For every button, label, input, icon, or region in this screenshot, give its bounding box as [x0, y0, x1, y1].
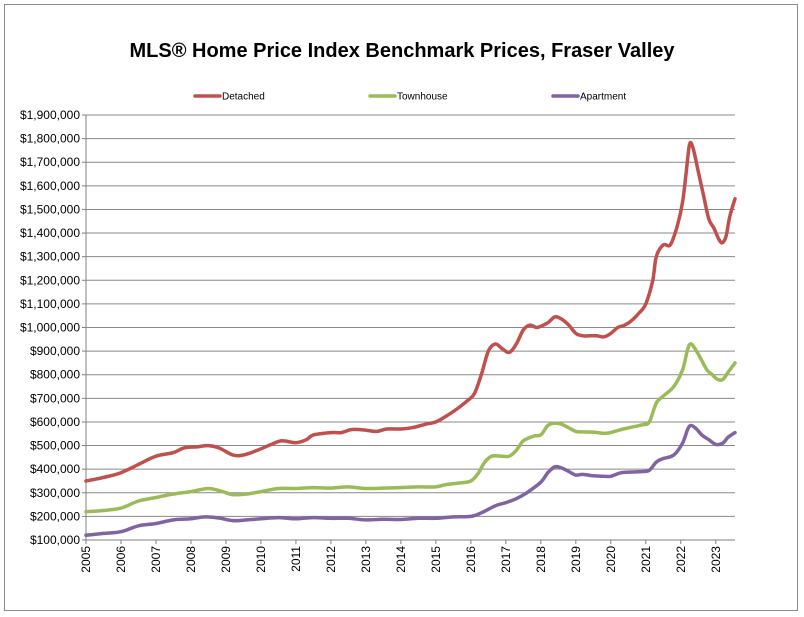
legend-label-townhouse: Townhouse	[397, 92, 448, 103]
y-tick-label: $100,000	[30, 533, 80, 547]
x-tick-label: 2014	[394, 546, 408, 573]
y-tick-label: $1,800,000	[20, 132, 80, 146]
x-tick-label: 2010	[254, 546, 268, 573]
y-tick-label: $1,700,000	[20, 155, 80, 169]
y-tick-label: $700,000	[30, 391, 80, 405]
y-tick-label: $600,000	[30, 415, 80, 429]
x-tick-label: 2017	[499, 546, 513, 573]
y-tick-label: $800,000	[30, 368, 80, 382]
x-tick-label: 2022	[674, 546, 688, 573]
y-tick-label: $500,000	[30, 439, 80, 453]
series-line-detached	[84, 140, 737, 483]
x-tick-label: 2015	[429, 546, 443, 573]
y-tick-label: $1,300,000	[20, 250, 80, 264]
x-tick-label: 2007	[149, 546, 163, 573]
axes	[85, 115, 735, 544]
series-line-townhouse	[84, 342, 737, 514]
y-tick-label: $1,200,000	[20, 273, 80, 287]
y-tick-label: $1,900,000	[20, 108, 80, 122]
y-tick-label: $1,100,000	[20, 297, 80, 311]
x-tick-label: 2011	[289, 546, 303, 572]
x-tick-label: 2018	[534, 546, 548, 573]
legend: Detached Townhouse Apartment	[193, 92, 626, 103]
x-tick-label: 2008	[184, 546, 198, 573]
y-tick-label: $400,000	[30, 462, 80, 476]
gridlines	[82, 114, 735, 541]
y-axis-tick-labels: $100,000 $200,000 $300,000 $400,000 $500,000…	[20, 108, 80, 547]
series-lines	[84, 140, 737, 538]
x-tick-label: 2006	[114, 546, 128, 573]
y-tick-label: $1,000,000	[20, 321, 80, 335]
y-tick-label: $900,000	[30, 344, 80, 358]
x-tick-label: 2019	[569, 546, 583, 573]
y-tick-label: $200,000	[30, 509, 80, 523]
x-tick-label: 2020	[604, 546, 618, 573]
x-tick-label: 2012	[324, 546, 338, 573]
x-tick-label: 2016	[464, 546, 478, 573]
legend-label-apartment: Apartment	[580, 92, 626, 103]
y-tick-label: $1,600,000	[20, 179, 80, 193]
x-tick-label: 2009	[219, 546, 233, 573]
x-tick-label: 2021	[639, 546, 653, 573]
x-tick-label: 2023	[709, 546, 723, 573]
legend-label-detached: Detached	[222, 92, 265, 103]
y-tick-label: $1,500,000	[20, 202, 80, 216]
chart-frame	[4, 4, 798, 611]
x-tick-label: 2013	[359, 546, 373, 573]
y-tick-label: $300,000	[30, 486, 80, 500]
y-tick-label: $1,400,000	[20, 226, 80, 240]
chart-title: MLS® Home Price Index Benchmark Prices, …	[129, 40, 675, 62]
series-line-apartment	[84, 423, 737, 538]
x-tick-label: 2005	[79, 546, 93, 573]
x-axis-tick-labels: 2005 2006 2007 2008 2009 2010 2011 2012 2013 2014…	[79, 546, 723, 573]
